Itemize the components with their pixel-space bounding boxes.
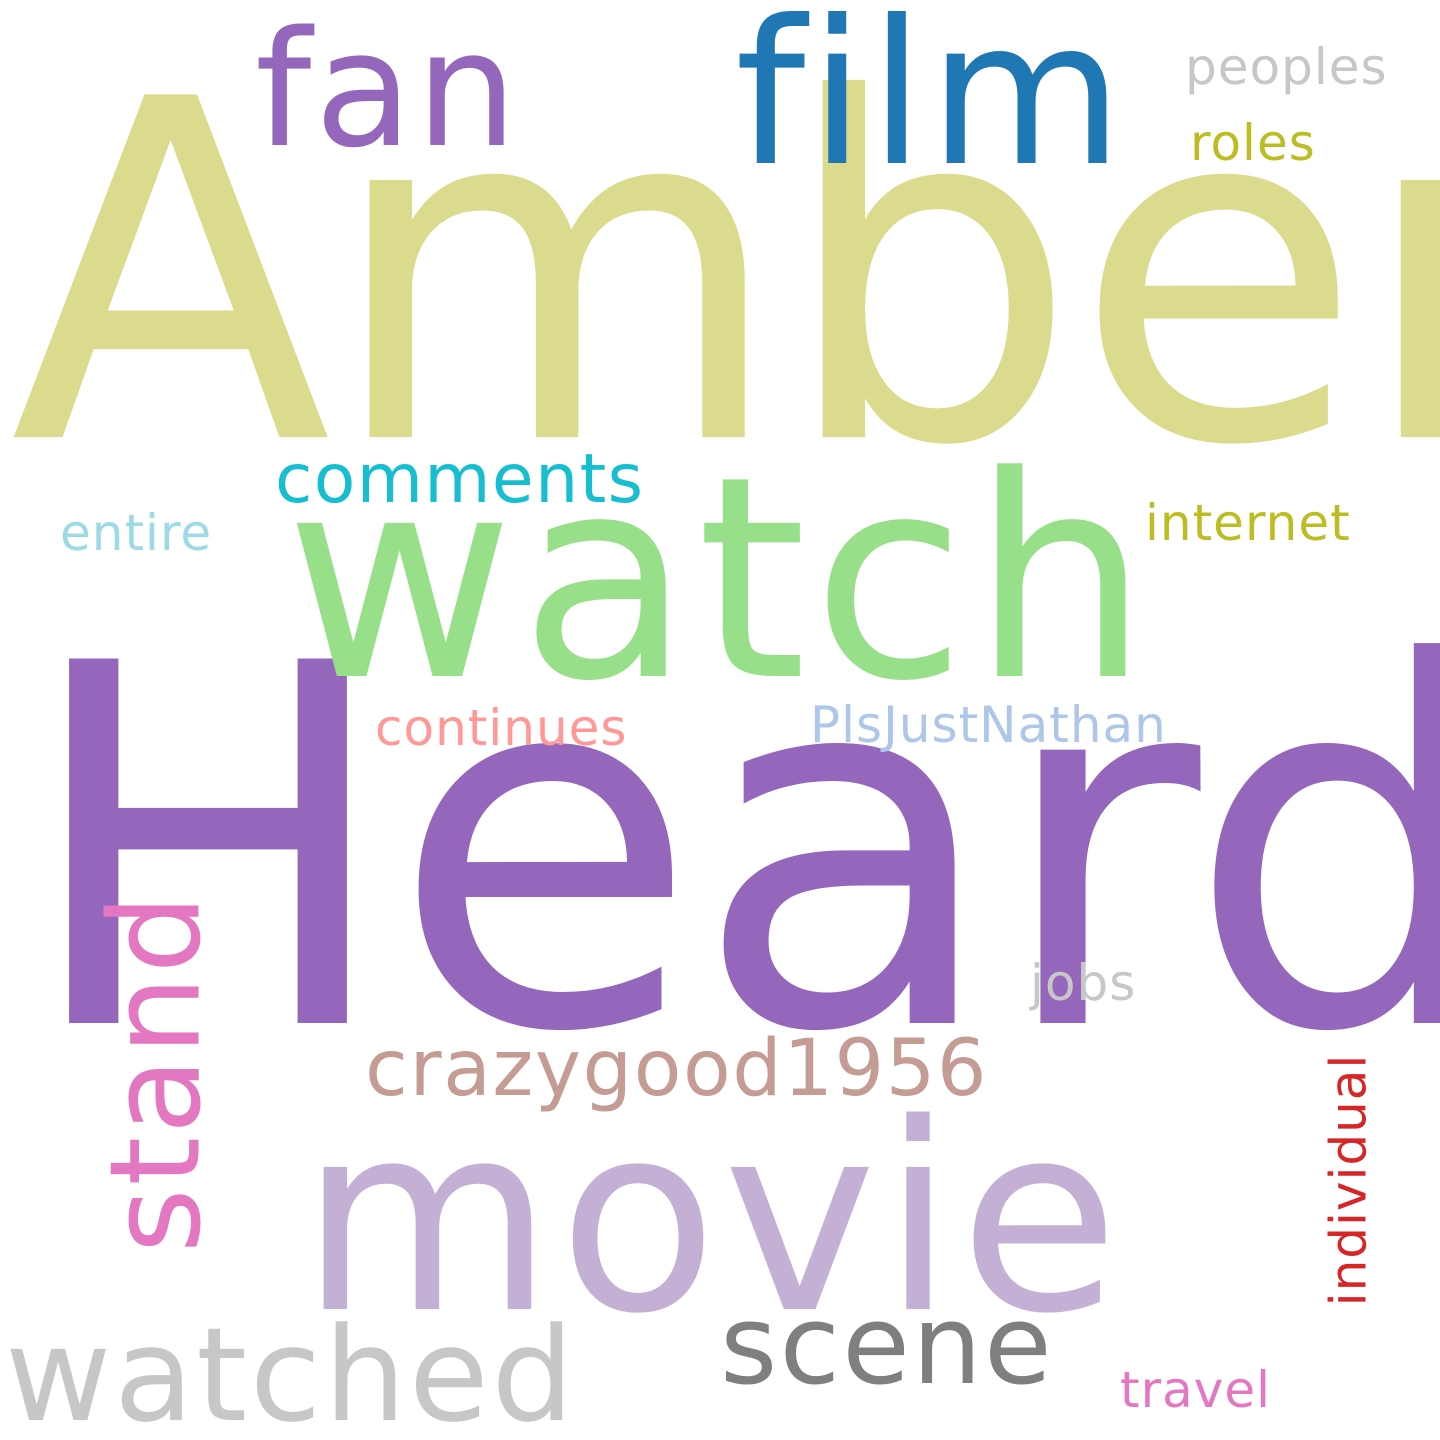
word-heard: Heard — [20, 559, 1440, 1141]
word-scene: scene — [720, 1281, 1054, 1409]
word-amber: Amber — [10, 1, 1440, 548]
word-entire: entire — [60, 504, 213, 562]
word-continues: continues — [375, 699, 628, 757]
word-watched: watched — [5, 1299, 577, 1440]
word-movie: movie — [300, 1069, 1125, 1371]
word-peoples: peoples — [1185, 38, 1388, 96]
word-comments: comments — [275, 440, 645, 519]
word-film: film — [735, 0, 1128, 211]
word-stand: stand — [83, 891, 229, 1254]
word-plsjustnathan: PlsJustNathan — [810, 696, 1167, 754]
word-travel: travel — [1120, 1361, 1272, 1419]
word-crazygood1956: crazygood1956 — [365, 1024, 989, 1114]
word-fan: fan — [255, 0, 521, 183]
word-watch: watch — [285, 417, 1155, 743]
word-roles: roles — [1190, 114, 1316, 172]
word-internet: internet — [1145, 494, 1351, 552]
word-jobs: jobs — [1030, 954, 1137, 1012]
word-individual: individual — [1319, 1053, 1378, 1307]
